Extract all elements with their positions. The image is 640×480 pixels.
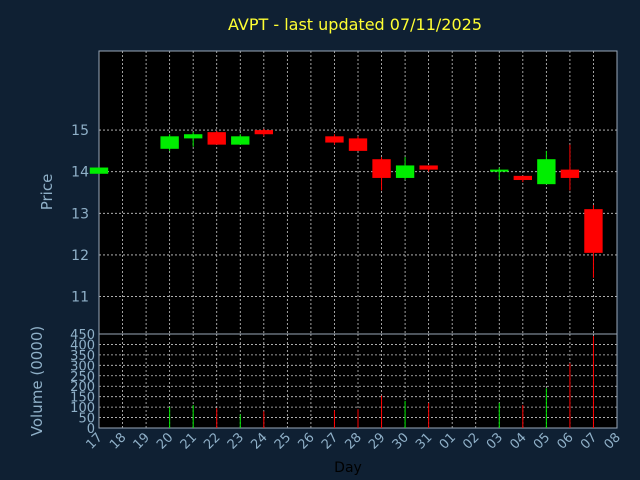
price-panel: 11 12 13 14 15 <box>71 50 618 335</box>
x-tick-label: 26 <box>295 430 317 452</box>
price-axis-label: Price <box>38 174 56 211</box>
x-tick-label: 19 <box>131 430 153 452</box>
x-tick-label: 27 <box>319 430 341 452</box>
candle-body <box>254 130 274 135</box>
x-tick-label: 18 <box>107 430 129 452</box>
candle-body <box>537 159 556 185</box>
candle-body <box>419 165 438 170</box>
x-tick-label: 21 <box>178 430 200 452</box>
x-tick-label: 24 <box>248 430 270 452</box>
chart-title: AVPT - last updated 07/11/2025 <box>228 15 482 34</box>
volume-tick-label: 250 <box>70 370 95 385</box>
volume-axis-label: Volume (0000) <box>28 326 46 436</box>
volume-tick-label: 350 <box>70 349 95 364</box>
candle-body <box>513 175 533 181</box>
x-tick-label: 06 <box>554 430 576 452</box>
x-tick-label: 04 <box>507 430 529 452</box>
candle-body <box>584 209 603 253</box>
volume-tick-label: 450 <box>70 328 95 343</box>
price-tick-label: 13 <box>71 206 89 222</box>
x-tick-label: 02 <box>460 430 482 452</box>
x-tick-label: 30 <box>390 430 412 452</box>
candle-body <box>207 132 226 145</box>
candle-body <box>89 167 109 174</box>
x-tick-label: 07 <box>578 430 600 452</box>
price-tick-label: 15 <box>71 123 89 139</box>
volume-tick-label: 0 <box>87 422 95 437</box>
x-tick-label: 22 <box>201 430 223 452</box>
candle-body <box>395 165 415 178</box>
x-tick-label: 01 <box>437 430 459 452</box>
volume-tick-label: 150 <box>70 391 95 406</box>
volume-panel: 17 18 19 20 21 22 23 24 25 26 27 28 29 30 31 01 02 03 04 05… <box>70 328 624 453</box>
candle-body <box>560 169 580 178</box>
x-tick-label: 05 <box>531 430 553 452</box>
volume-tick-label: 400 <box>70 338 95 353</box>
candle-body <box>325 136 344 143</box>
day-axis-label: Day <box>334 460 362 476</box>
volume-tick-label: 50 <box>78 412 95 427</box>
volume-tick-label: 100 <box>70 401 95 416</box>
volume-tick-label: 200 <box>70 380 95 395</box>
candle-body <box>372 159 391 178</box>
price-tick-label: 11 <box>71 290 89 306</box>
volume-tick-label: 300 <box>70 359 95 374</box>
candle-body <box>348 138 368 151</box>
x-tick-label: 20 <box>154 430 176 452</box>
price-tick-label: 12 <box>71 248 89 264</box>
x-tick-label: 28 <box>343 430 365 452</box>
x-tick-label: 08 <box>602 430 624 452</box>
candle-body <box>160 136 179 149</box>
x-tick-label: 31 <box>413 430 435 452</box>
candle-body <box>183 134 203 139</box>
x-tick-label: 25 <box>272 430 294 452</box>
x-tick-label: 23 <box>225 430 247 452</box>
x-tick-label: 03 <box>484 430 506 452</box>
candle-body <box>490 169 509 172</box>
x-tick-label: 29 <box>366 430 388 452</box>
candle-body <box>231 136 250 145</box>
price-tick-label: 14 <box>71 165 89 181</box>
